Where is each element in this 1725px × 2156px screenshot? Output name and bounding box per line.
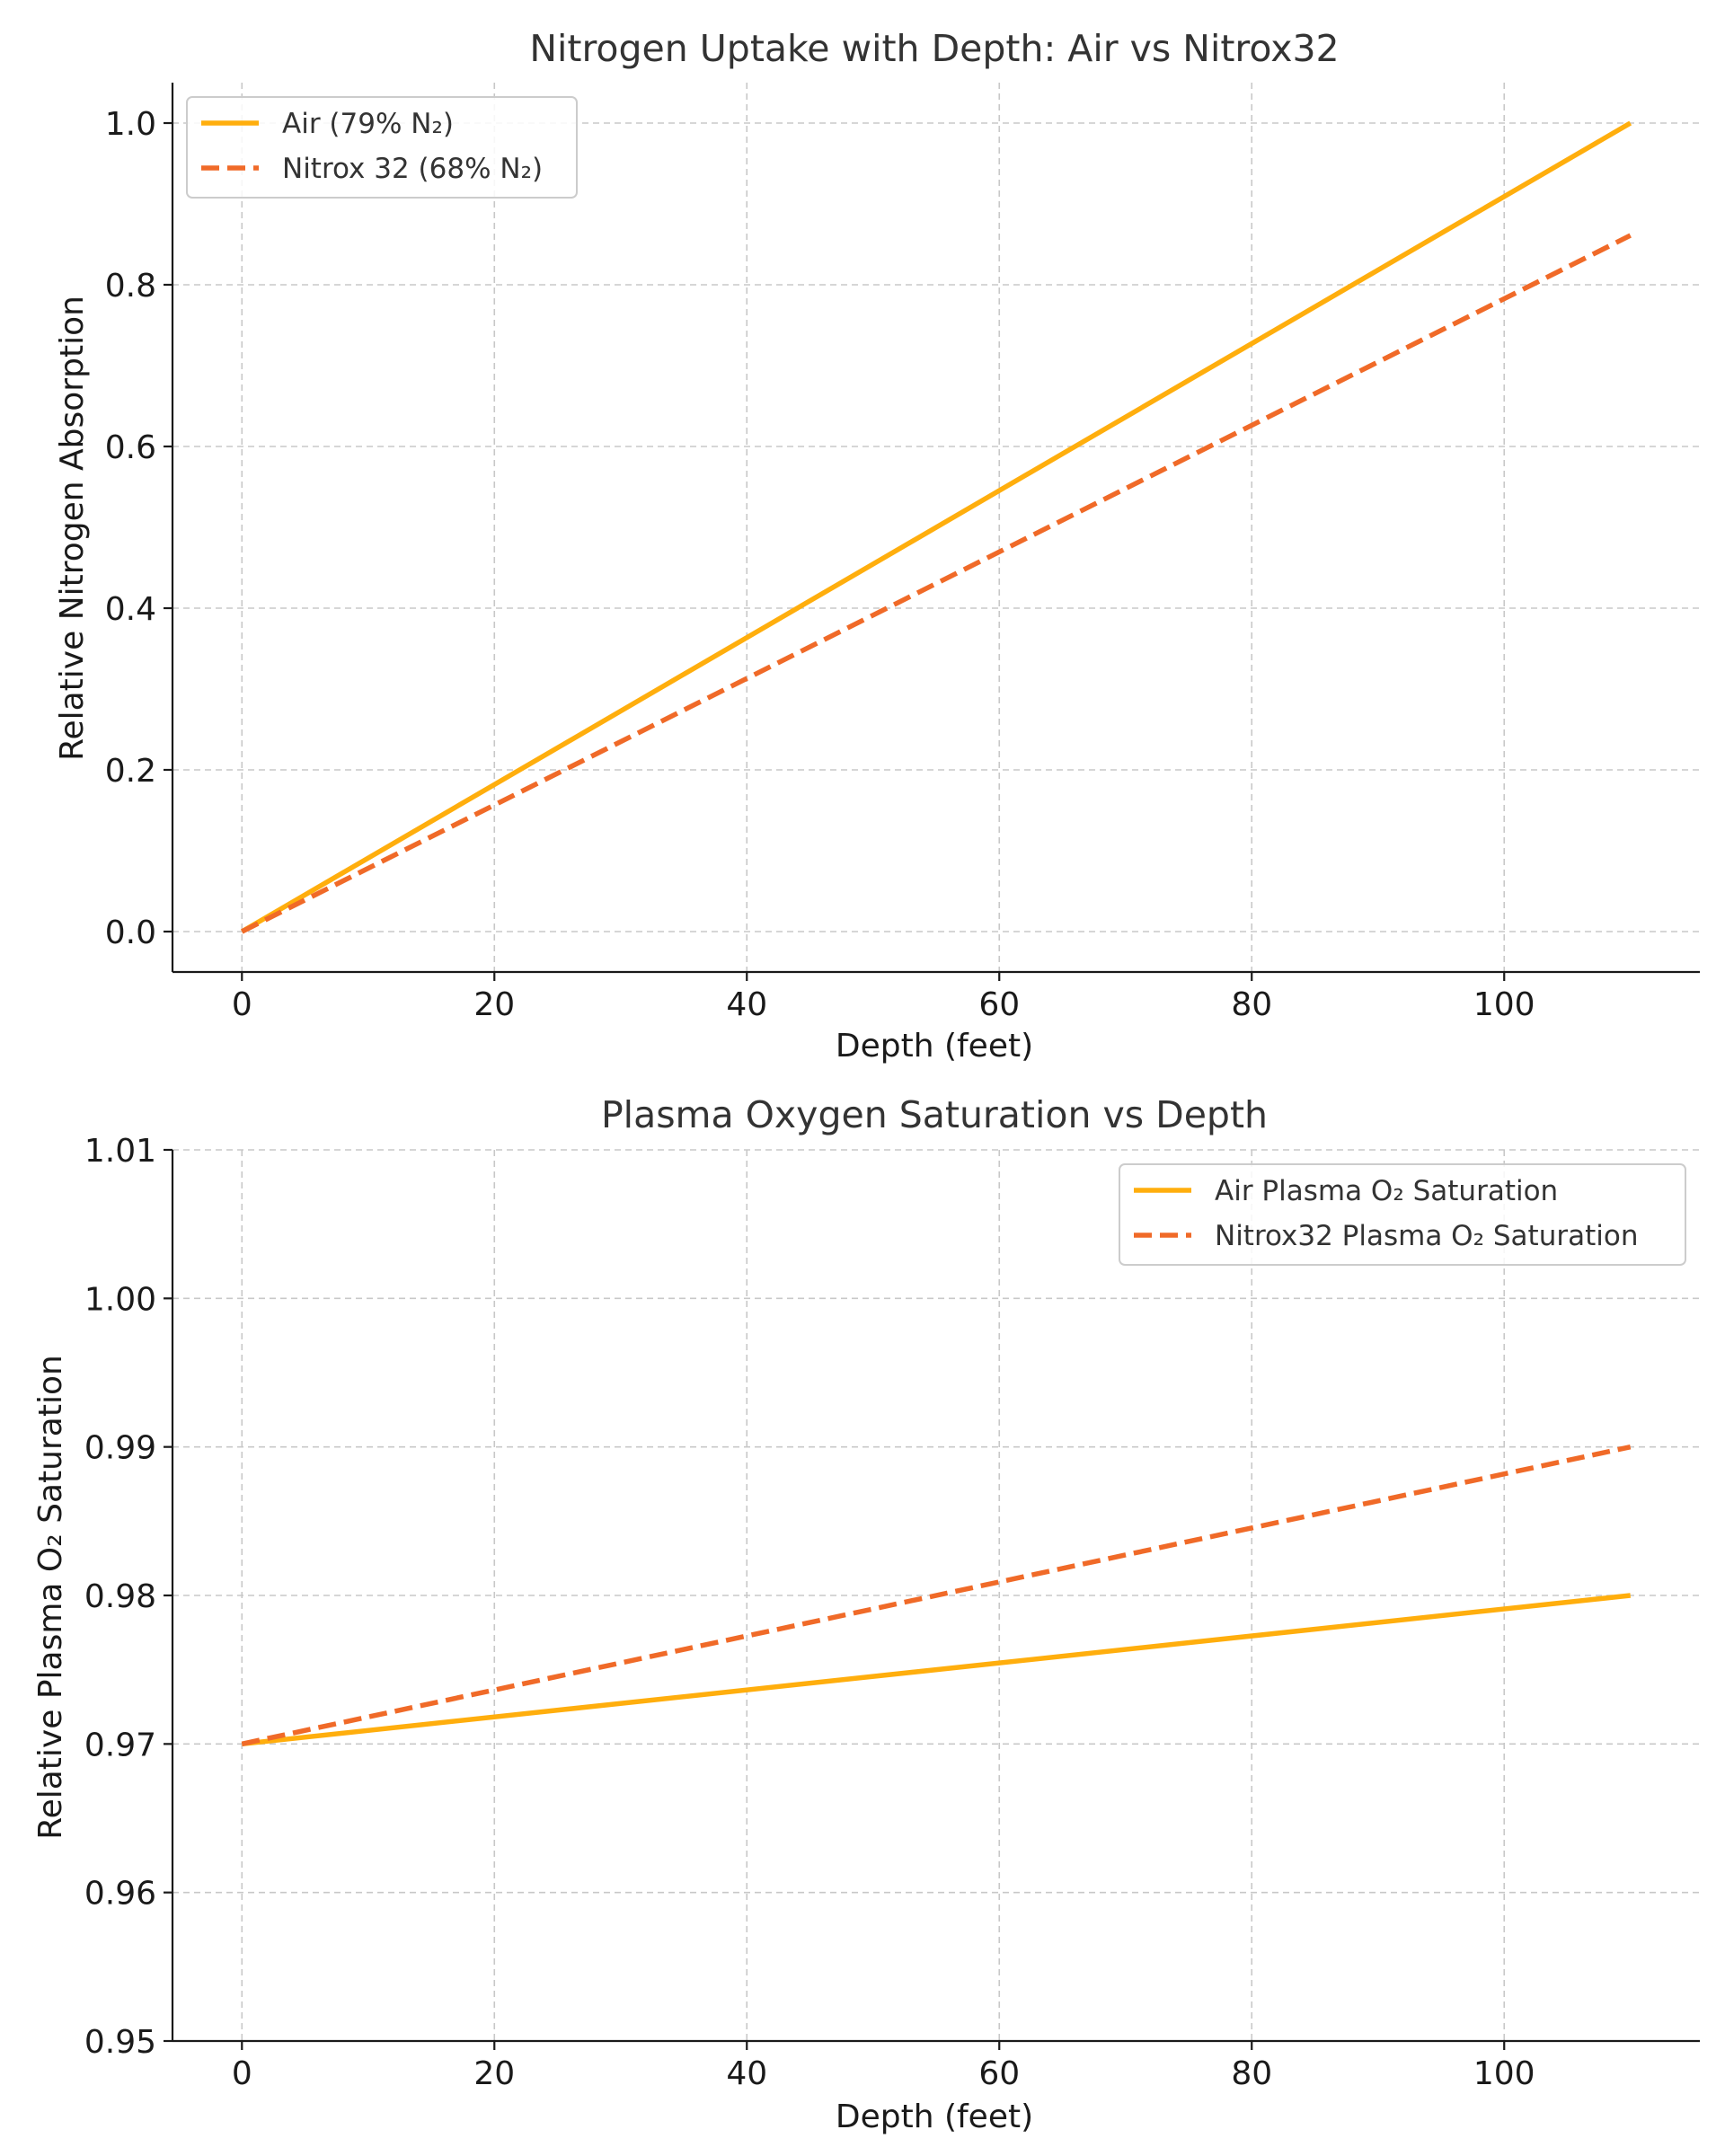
x-tick-label: 100 (1473, 2055, 1535, 2092)
y-tick-label: 0.99 (84, 1430, 156, 1467)
plasma-oxygen-chart: Plasma Oxygen Saturation vs Depth Depth … (32, 1093, 1700, 2135)
legend-label: Air (79% N₂) (282, 108, 454, 140)
y-tick-label: 0.95 (84, 2024, 156, 2061)
y-tick-label: 0.8 (105, 268, 156, 305)
x-tick-label: 20 (473, 2055, 515, 2092)
series-line-2 (241, 233, 1632, 934)
legend-label: Air Plasma O₂ Saturation (1215, 1175, 1558, 1207)
series-line-1 (240, 120, 1632, 934)
x-tick-label: 60 (978, 986, 1020, 1023)
y-tick-label: 1.0 (105, 106, 156, 143)
legend-frame (186, 96, 578, 199)
x-tick-label: 80 (1231, 986, 1272, 1023)
y-tick-label: 1.00 (84, 1281, 156, 1318)
y-tick-label: 0.98 (84, 1578, 156, 1615)
x-tick-label: 0 (232, 2055, 252, 2092)
x-tick-label: 0 (232, 986, 252, 1023)
nitrogen-uptake-chart: Nitrogen Uptake with Depth: Air vs Nitro… (54, 27, 1700, 1065)
x-tick-label: 40 (726, 2055, 767, 2092)
y-tick-label: 0.0 (105, 915, 156, 951)
y-tick-label: 0.97 (84, 1727, 156, 1763)
legend-label: Nitrox32 Plasma O₂ Saturation (1215, 1220, 1638, 1252)
legend-label: Nitrox 32 (68% N₂) (282, 153, 543, 185)
x-tick-label: 80 (1231, 2055, 1272, 2092)
y-axis-label: Relative Nitrogen Absorption (54, 296, 91, 761)
x-axis-label: Depth (feet) (836, 2099, 1033, 2135)
y-tick-label: 0.96 (84, 1876, 156, 1913)
x-tick-label: 60 (978, 2055, 1020, 2092)
gridlines (172, 83, 1700, 972)
x-axis-label: Depth (feet) (836, 1028, 1033, 1065)
y-tick-label: 0.2 (105, 753, 156, 790)
chart-title: Plasma Oxygen Saturation vs Depth (601, 1093, 1268, 1136)
y-tick-label: 1.01 (84, 1133, 156, 1170)
y-tick-label: 0.4 (105, 591, 156, 628)
y-axis-label: Relative Plasma O₂ Saturation (32, 1355, 69, 1840)
legend: Air (79% N₂) Nitrox 32 (68% N₂) (186, 96, 578, 199)
legend: Air Plasma O₂ Saturation Nitrox32 Plasma … (1119, 1163, 1686, 1266)
x-tick-label: 100 (1473, 986, 1535, 1023)
chart-title: Nitrogen Uptake with Depth: Air vs Nitro… (529, 27, 1339, 70)
y-tick-label: 0.6 (105, 429, 156, 466)
legend-frame (1119, 1163, 1686, 1266)
series-line-1 (242, 1593, 1631, 1747)
series-line-2 (241, 1445, 1632, 1746)
x-tick-label: 20 (473, 986, 515, 1023)
x-tick-label: 40 (726, 986, 767, 1023)
